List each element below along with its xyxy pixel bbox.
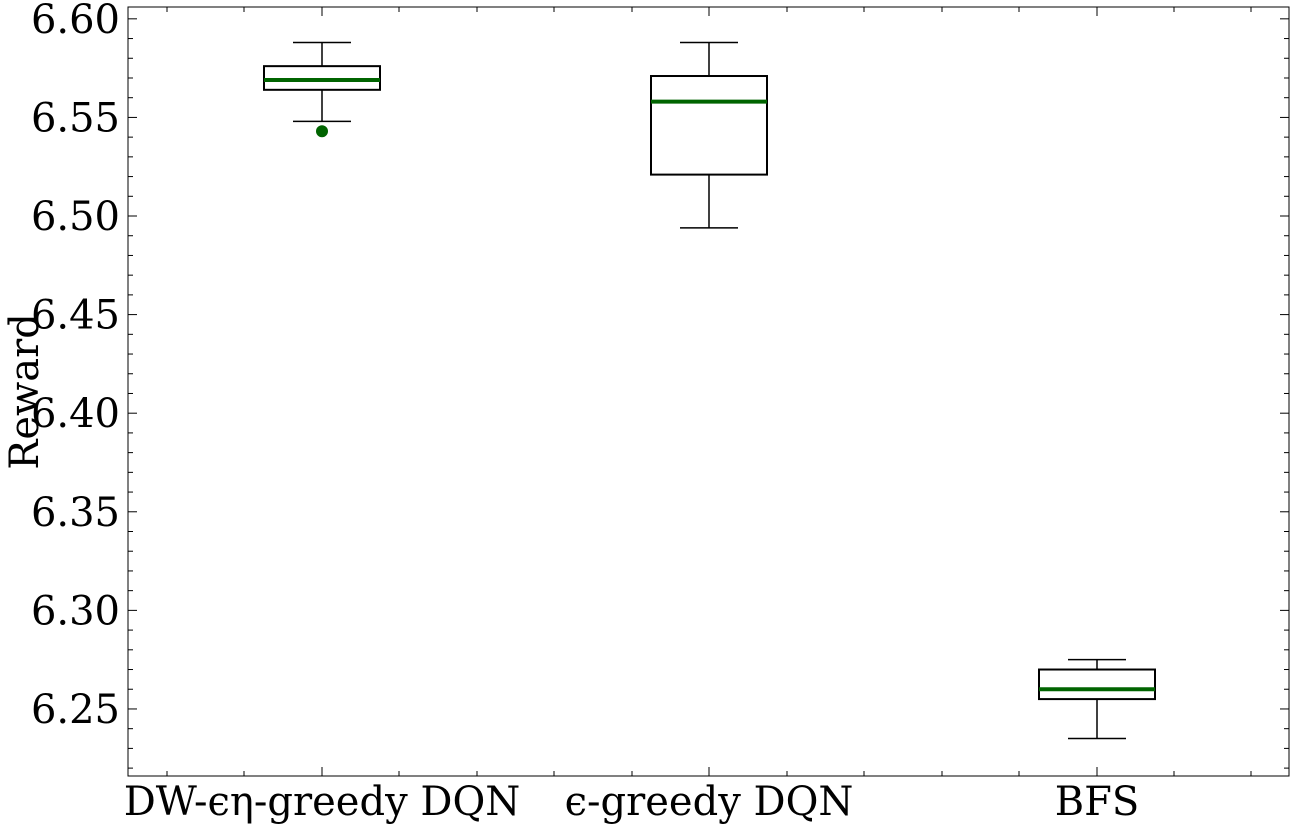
y-tick-label: 6.30: [31, 588, 120, 634]
y-tick-label: 6.35: [31, 490, 120, 536]
y-tick-label: 6.60: [31, 0, 120, 43]
y-tick-labels: 6.25 6.30 6.35 6.40 6.45 6.50 6.55 6.60: [31, 0, 120, 733]
outlier-point: [316, 125, 328, 138]
category-label: ϵ-greedy DQN: [565, 779, 854, 825]
box-group: [650, 41, 768, 229]
category-label: DW-ϵη-greedy DQN: [124, 779, 521, 825]
box-group: [263, 41, 381, 138]
y-tick-label: 6.40: [31, 391, 120, 437]
y-tick-label: 6.45: [31, 293, 120, 339]
category-label: BFS: [1055, 779, 1140, 825]
boxes: [263, 41, 1156, 740]
y-tick-label: 6.50: [31, 194, 120, 240]
plot-frame: [127, 6, 1290, 777]
y-tick-label: 6.55: [31, 95, 120, 141]
y-tick-label: 6.25: [31, 687, 120, 733]
iqr-box: [650, 75, 768, 176]
category-labels: DW-ϵη-greedy DQN ϵ-greedy DQN BFS: [124, 779, 1140, 825]
minor-ticks: [128, 7, 1289, 776]
box-group: [1038, 658, 1156, 740]
y-axis-label: Reward: [2, 313, 48, 470]
iqr-box: [1038, 668, 1156, 701]
major-ticks: [128, 7, 1289, 776]
